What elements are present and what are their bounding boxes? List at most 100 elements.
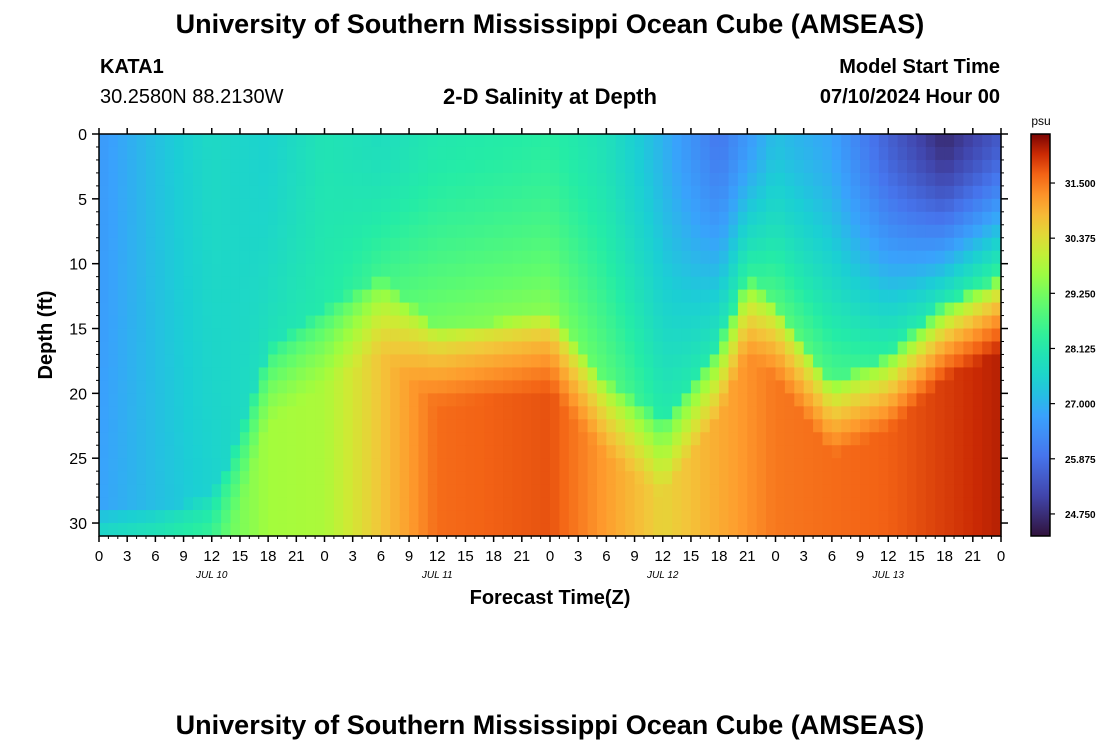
heatmap-cell [183,523,194,537]
heatmap-cell [183,172,194,187]
heatmap-cell [897,497,908,511]
heatmap-cell [878,146,889,161]
heatmap-cell [709,328,720,343]
heatmap-cell [775,367,786,381]
heatmap-cell [737,380,748,394]
heatmap-cell [831,134,842,148]
heatmap-cell [418,302,429,317]
heatmap-cell [315,484,326,498]
heatmap-cell [860,458,871,472]
heatmap-cell [474,458,485,472]
heatmap-cell [963,159,974,174]
heatmap-cell [108,380,119,394]
heatmap-cell [268,211,279,226]
heatmap-cell [362,224,373,239]
heatmap-cell [841,328,852,343]
heatmap-cell [174,419,185,433]
heatmap-cell [446,172,457,187]
heatmap-cell [493,289,504,304]
heatmap-cell [456,146,467,161]
heatmap-cell [888,328,899,343]
heatmap-cell [390,341,401,356]
heatmap-cell [117,471,128,485]
heatmap-cell [174,211,185,226]
heatmap-cell [465,497,476,511]
heatmap-cell [239,328,250,343]
heatmap-cell [756,250,767,265]
heatmap-cell [409,510,420,524]
heatmap-cell [737,134,748,148]
heatmap-cell [963,406,974,420]
heatmap-cell [728,250,739,265]
heatmap-cell [268,432,279,446]
heatmap-cell [117,354,128,369]
heatmap-cell [869,523,880,537]
heatmap-cell [587,367,598,381]
heatmap-cell [963,523,974,537]
page-title: University of Southern Mississippi Ocean… [175,9,925,39]
heatmap-cell [127,159,138,174]
heatmap-cell [813,289,824,304]
heatmap-cell [559,367,570,381]
heatmap-cell [991,134,1002,148]
heatmap-cell [728,315,739,330]
heatmap-cell [211,134,222,148]
heatmap-cell [296,198,307,213]
heatmap-cell [643,471,654,485]
heatmap-cell [794,458,805,472]
heatmap-cell [643,380,654,394]
heatmap-cell [465,211,476,226]
heatmap-cell [700,471,711,485]
heatmap-cell [108,471,119,485]
heatmap-cell [343,289,354,304]
heatmap-cell [183,367,194,381]
heatmap-cell [352,134,363,148]
heatmap-cell [230,341,241,356]
heatmap-cell [305,302,316,317]
heatmap-cell [954,523,965,537]
heatmap-cell [258,471,269,485]
colorbar-tick-label: 27.000 [1065,400,1096,411]
heatmap-cell [944,224,955,239]
heatmap-cell [775,510,786,524]
heatmap-cell [362,445,373,459]
heatmap-cell [484,380,495,394]
heatmap-cell [954,224,965,239]
heatmap-cell [803,328,814,343]
heatmap-cell [991,250,1002,265]
heatmap-cell [202,458,213,472]
heatmap-cell [474,328,485,343]
heatmap-cell [437,419,448,433]
heatmap-cell [587,159,598,174]
heatmap-cell [954,406,965,420]
heatmap-cell [371,146,382,161]
heatmap-cell [268,341,279,356]
heatmap-cell [493,497,504,511]
heatmap-cell [399,523,410,537]
heatmap-cell [362,237,373,252]
heatmap-cell [860,198,871,213]
heatmap-cell [343,211,354,226]
heatmap-cell [587,445,598,459]
heatmap-cell [352,328,363,343]
heatmap-cell [493,276,504,291]
heatmap-cell [850,380,861,394]
heatmap-cell [907,302,918,317]
heatmap-cell [869,276,880,291]
heatmap-cell [944,458,955,472]
heatmap-cell [615,146,626,161]
heatmap-cell [803,445,814,459]
heatmap-cell [728,445,739,459]
x-tick-label: 18 [485,548,502,565]
heatmap-cell [296,276,307,291]
heatmap-cell [982,276,993,291]
heatmap-cell [343,237,354,252]
heatmap-cell [333,497,344,511]
heatmap-cell [305,471,316,485]
heatmap-cell [916,198,927,213]
heatmap-cell [324,302,335,317]
heatmap-cell [512,419,523,433]
heatmap-cell [202,263,213,278]
heatmap-cell [371,250,382,265]
heatmap-cell [587,315,598,330]
